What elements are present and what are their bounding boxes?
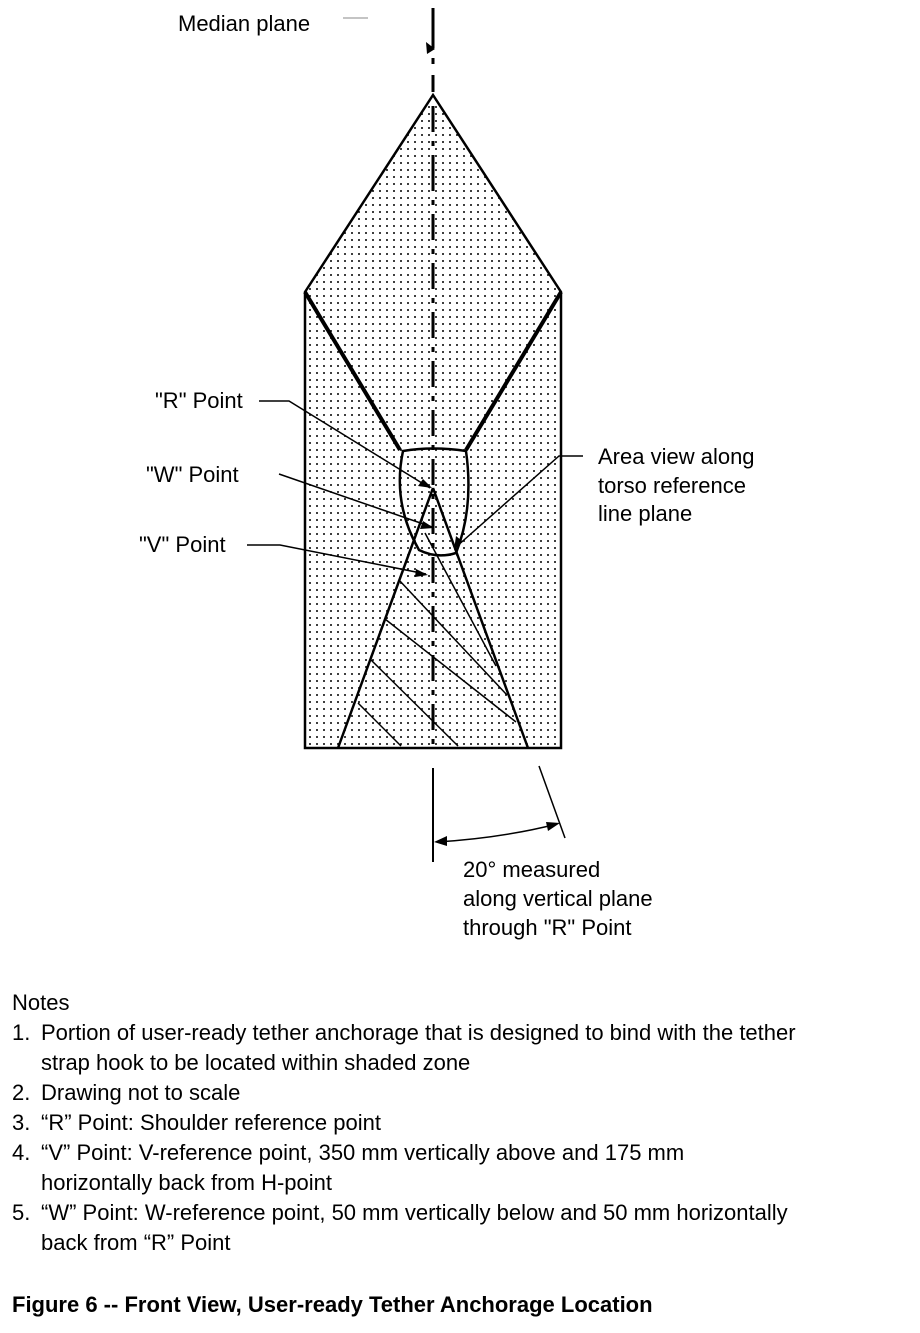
angle-extension-line — [538, 765, 566, 839]
note-number: 5. — [12, 1200, 31, 1225]
area-view-label-line-2: torso reference — [598, 473, 746, 498]
note-text-line: strap hook to be located within shaded z… — [41, 1050, 471, 1075]
note-item: 4. “V” Point: V-reference point, 350 mm … — [12, 1138, 912, 1198]
leader-lines — [247, 400, 583, 575]
note-item: 2. Drawing not to scale — [12, 1078, 912, 1108]
note-number: 1. — [12, 1020, 31, 1045]
right-shoulder-line — [464, 290, 563, 452]
note-text-line: horizontally back from H-point — [41, 1170, 333, 1195]
hatch-lines — [357, 532, 517, 747]
angle-line-left — [336, 487, 435, 749]
angle-arc — [436, 823, 558, 843]
note-text-line: “W” Point: W-reference point, 50 mm vert… — [41, 1200, 788, 1225]
note-number: 4. — [12, 1140, 31, 1165]
note-text-line: “V” Point: V-reference point, 350 mm ver… — [41, 1140, 685, 1165]
note-item: 3. “R” Point: Shoulder reference point — [12, 1108, 912, 1138]
note-text-line: Drawing not to scale — [41, 1080, 241, 1105]
left-shoulder-line — [303, 290, 402, 452]
angle-note-line-3: through "R" Point — [463, 915, 632, 940]
angle-arrow-right — [546, 822, 560, 831]
area-view-label-line-3: line plane — [598, 501, 693, 526]
median-plane-arrow — [426, 42, 435, 54]
notes-heading: Notes — [12, 990, 70, 1015]
angle-arrow-left — [434, 836, 447, 846]
v-point-label: "V" Point — [139, 532, 226, 557]
tether-anchorage-diagram — [247, 8, 583, 862]
note-text-line: back from “R” Point — [41, 1230, 231, 1255]
figure-caption: Figure 6 -- Front View, User-ready Tethe… — [12, 1292, 653, 1317]
area-view-label-line-1: Area view along — [598, 444, 755, 469]
note-number: 3. — [12, 1110, 31, 1135]
note-number: 2. — [12, 1080, 31, 1105]
w-point-label: "W" Point — [146, 462, 239, 487]
r-point-label: "R" Point — [155, 388, 243, 413]
median-plane-label: Median plane — [178, 11, 311, 36]
note-text-line: Portion of user-ready tether anchorage t… — [41, 1020, 796, 1045]
note-item: 1. Portion of user-ready tether anchorag… — [12, 1018, 912, 1078]
angle-line-right — [431, 487, 530, 749]
leader-arrows — [415, 479, 462, 577]
note-text-line: “R” Point: Shoulder reference point — [41, 1110, 381, 1135]
angle-note-line-2: along vertical plane — [463, 886, 653, 911]
angle-note-line-1: 20° measured — [463, 857, 601, 882]
notes-section: Notes 1. Portion of user-ready tether an… — [12, 988, 912, 1258]
note-item: 5. “W” Point: W-reference point, 50 mm v… — [12, 1198, 912, 1258]
